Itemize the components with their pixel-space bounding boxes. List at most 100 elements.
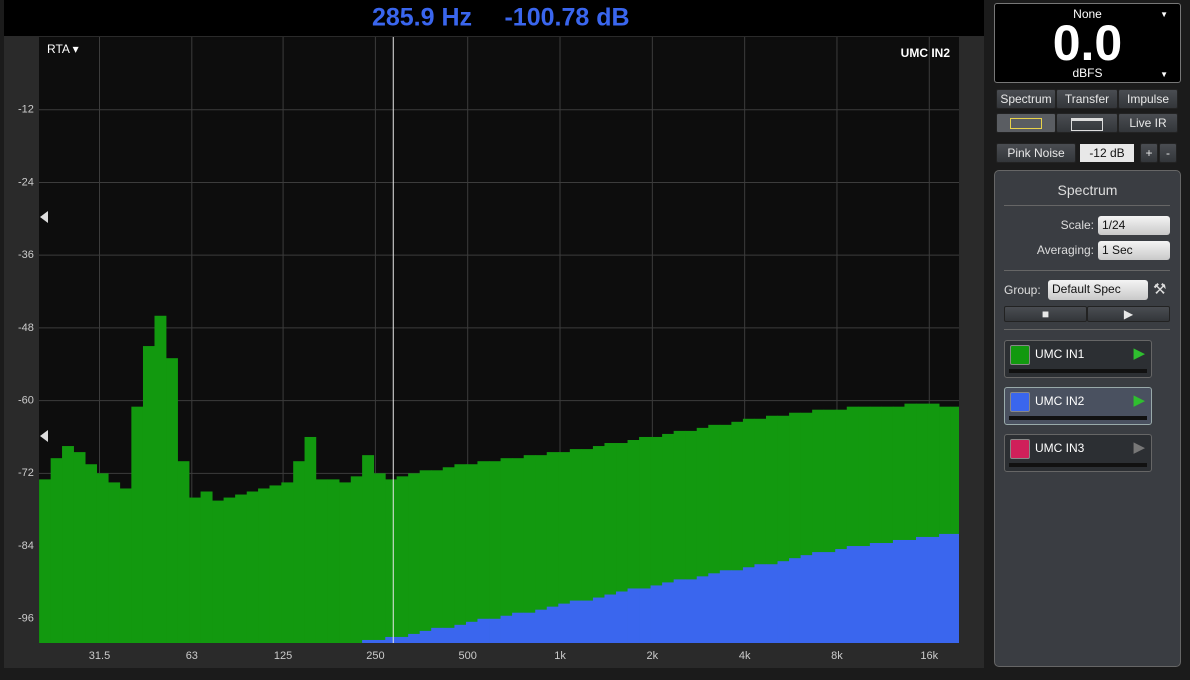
x-tick-label: 4k bbox=[739, 650, 751, 662]
bar bbox=[823, 552, 836, 643]
bar bbox=[846, 406, 859, 643]
bar bbox=[939, 533, 952, 643]
bar bbox=[581, 449, 594, 643]
averaging-select[interactable]: 1 Sec bbox=[1098, 241, 1170, 260]
y-tick-label: -84 bbox=[18, 540, 34, 552]
gain-plus[interactable]: + bbox=[1140, 143, 1158, 163]
bar bbox=[742, 567, 755, 643]
y-tick-label: -36 bbox=[18, 249, 34, 261]
channel-item[interactable]: UMC IN2 ▶ bbox=[1004, 387, 1152, 425]
live-ir[interactable]: Live IR bbox=[1118, 113, 1178, 133]
x-tick-label: 63 bbox=[186, 650, 198, 662]
level-track bbox=[1009, 369, 1147, 373]
channel-toggle[interactable]: ▶ bbox=[1133, 439, 1145, 456]
bar bbox=[535, 455, 548, 643]
bar bbox=[916, 536, 928, 643]
bar bbox=[293, 461, 305, 643]
bar bbox=[385, 479, 398, 643]
group-tools[interactable]: ⚒ bbox=[1153, 281, 1167, 298]
bar bbox=[777, 415, 790, 643]
meter-unit: dBFS bbox=[1072, 66, 1103, 80]
tab-impulse[interactable]: Impulse bbox=[1118, 89, 1178, 109]
dropdown-arrow[interactable]: ▼ bbox=[1160, 70, 1168, 79]
bar bbox=[50, 458, 63, 643]
bar bbox=[258, 488, 270, 643]
bar bbox=[696, 576, 709, 643]
level-track bbox=[1009, 416, 1147, 420]
bar bbox=[442, 467, 455, 643]
bar bbox=[200, 491, 213, 643]
bar bbox=[950, 533, 959, 643]
bar bbox=[789, 558, 802, 643]
level-track bbox=[1009, 463, 1147, 467]
bar bbox=[408, 633, 421, 643]
channel-item[interactable]: UMC IN3 ▶ bbox=[1004, 434, 1152, 472]
bar bbox=[465, 464, 478, 643]
x-tick-label: 16k bbox=[920, 650, 938, 662]
bar bbox=[131, 406, 144, 643]
bar bbox=[765, 564, 778, 643]
bar bbox=[339, 482, 352, 643]
meter-source[interactable]: None bbox=[1073, 7, 1102, 21]
bar bbox=[489, 461, 501, 643]
bar bbox=[650, 585, 663, 643]
bar bbox=[512, 458, 525, 643]
bar bbox=[858, 406, 871, 643]
legend-swatch bbox=[1010, 345, 1030, 365]
layout-single[interactable] bbox=[996, 113, 1056, 133]
bar bbox=[96, 473, 109, 643]
bar bbox=[362, 455, 375, 643]
dropdown-arrow[interactable]: ▼ bbox=[1160, 10, 1168, 19]
gain[interactable]: -12 dB bbox=[1080, 144, 1134, 162]
y-tick-label: -96 bbox=[18, 613, 34, 625]
bar bbox=[592, 597, 605, 643]
channel-toggle[interactable]: ▶ bbox=[1133, 392, 1145, 409]
bar bbox=[558, 603, 571, 643]
scale-label: Scale: bbox=[1060, 218, 1094, 232]
group-select[interactable]: Default Spec bbox=[1048, 280, 1148, 300]
bar bbox=[858, 546, 871, 643]
bar bbox=[742, 418, 755, 643]
bar bbox=[569, 600, 582, 643]
tab-spectrum[interactable]: Spectrum bbox=[996, 89, 1056, 109]
bar bbox=[442, 627, 455, 643]
marker-handle[interactable] bbox=[40, 211, 48, 223]
generator[interactable]: Pink Noise bbox=[996, 143, 1076, 163]
legend-swatch bbox=[1010, 392, 1030, 412]
bar bbox=[927, 403, 940, 643]
bar bbox=[454, 624, 467, 643]
tab-transfer[interactable]: Transfer bbox=[1056, 89, 1118, 109]
divider bbox=[1004, 329, 1170, 330]
x-tick-label: 125 bbox=[274, 650, 292, 662]
divider bbox=[1004, 205, 1170, 206]
bar bbox=[373, 473, 386, 643]
stop-button[interactable]: ■ bbox=[1004, 306, 1087, 322]
bar bbox=[708, 424, 721, 643]
play-button[interactable]: ▶ bbox=[1087, 306, 1170, 322]
bar bbox=[419, 470, 432, 643]
gain-minus[interactable]: - bbox=[1159, 143, 1177, 163]
bar bbox=[662, 433, 675, 643]
bar bbox=[754, 418, 767, 643]
rta-menu[interactable]: RTA ▾ bbox=[47, 42, 79, 56]
scale-select[interactable]: 1/24 bbox=[1098, 216, 1170, 235]
y-tick-label: -24 bbox=[18, 176, 34, 188]
bar bbox=[812, 552, 825, 643]
bar bbox=[800, 555, 813, 643]
analyzer: 285.9 Hz -100.78 dB RTA ▾ UMC IN2 -12 -24… bbox=[4, 0, 984, 668]
x-tick-label: 31.5 bbox=[89, 650, 110, 662]
y-tick-label: -60 bbox=[18, 395, 34, 407]
x-tick-label: 8k bbox=[831, 650, 843, 662]
bar bbox=[616, 591, 628, 643]
channel-item[interactable]: UMC IN1 ▶ bbox=[1004, 340, 1152, 378]
legend-label: UMC IN3 bbox=[1035, 441, 1085, 455]
layout-split[interactable] bbox=[1056, 113, 1118, 133]
bar bbox=[465, 621, 478, 643]
bar bbox=[154, 315, 167, 643]
channel-toggle[interactable]: ▶ bbox=[1133, 345, 1145, 362]
marker-handle[interactable] bbox=[40, 430, 48, 442]
readout-frequency: 285.9 Hz bbox=[372, 4, 472, 32]
bar bbox=[315, 479, 328, 643]
bar bbox=[869, 543, 882, 643]
bar bbox=[477, 461, 490, 643]
